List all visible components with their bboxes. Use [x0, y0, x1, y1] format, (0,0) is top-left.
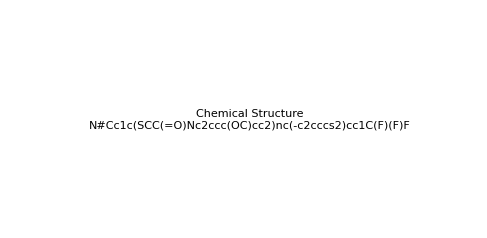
- Text: Chemical Structure
N#Cc1c(SCC(=O)Nc2ccc(OC)cc2)nc(-c2cccs2)cc1C(F)(F)F: Chemical Structure N#Cc1c(SCC(=O)Nc2ccc(…: [89, 109, 411, 131]
